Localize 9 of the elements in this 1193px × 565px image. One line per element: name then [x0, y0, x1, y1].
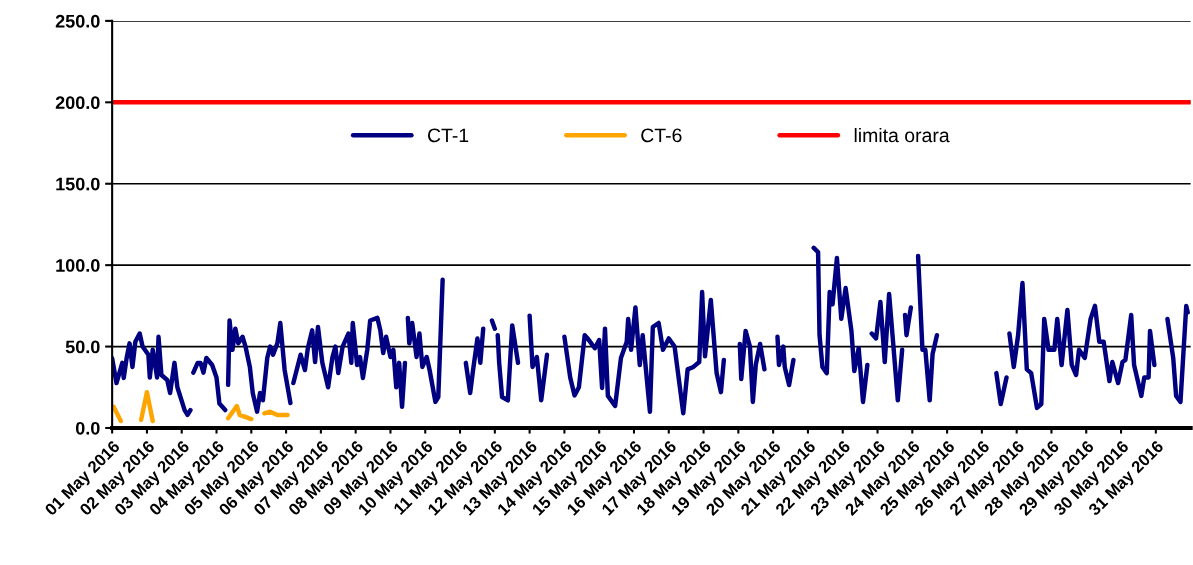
y-tick-label: 200.0 [55, 96, 100, 110]
legend-label: limita orara [854, 127, 950, 143]
y-tick-label: 250.0 [55, 14, 100, 28]
y-tick-label: 150.0 [56, 177, 100, 191]
legend-label: CT-6 [641, 128, 682, 143]
legend-label: CT-1 [427, 128, 469, 143]
y-tick-label: 0.0 [75, 421, 100, 435]
y-tick-label: 50.0 [65, 340, 100, 354]
y-tick-label: 100.0 [56, 259, 100, 272]
